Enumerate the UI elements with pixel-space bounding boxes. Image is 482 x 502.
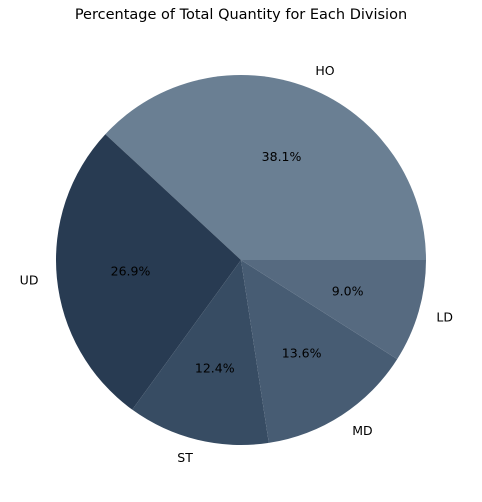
pie-slice-st (132, 260, 269, 445)
slice-label-ho: HO (315, 63, 334, 78)
pie-slices (55, 75, 426, 445)
slice-label-st: ST (177, 450, 193, 465)
pie-slice-md (241, 260, 398, 443)
pie-labels: HO 38.1% UD 26.9% ST 12.4% MD 13.6% LD 9.0% (20, 63, 453, 465)
slice-percent-ud: 26.9% (111, 263, 151, 278)
slice-percent-ho: 38.1% (262, 149, 302, 164)
pie-slice-ld (241, 260, 426, 360)
slice-label-md: MD (352, 423, 372, 438)
pie-slice-ho (105, 75, 426, 260)
pie-slice-ud (55, 134, 242, 410)
slice-percent-st: 12.4% (195, 360, 235, 375)
slice-label-ud: UD (20, 272, 39, 287)
chart-title: Percentage of Total Quantity for Each Di… (74, 7, 408, 23)
slice-percent-ld: 9.0% (332, 283, 364, 298)
slice-percent-md: 13.6% (282, 345, 322, 360)
slice-label-ld: LD (436, 309, 453, 324)
